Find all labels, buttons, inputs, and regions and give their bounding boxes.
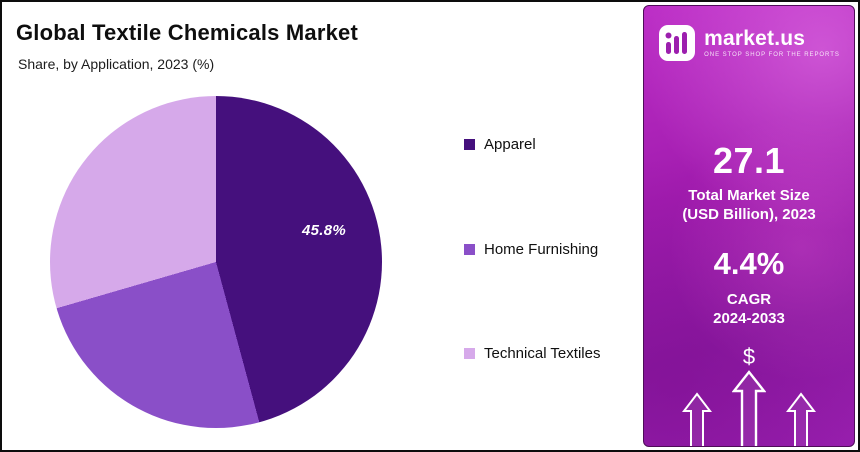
market-us-logo-icon: [659, 25, 696, 61]
brand-name: market.us: [704, 27, 806, 50]
legend-label: Home Furnishing: [484, 240, 599, 258]
up-arrow-icon: [732, 370, 766, 446]
market-size-label: Total Market Size (USD Billion), 2023: [644, 186, 854, 224]
cagr-label-line1: CAGR: [726, 291, 772, 308]
brand-logo: market.us ONE STOP SHOP FOR THE REPORTS: [644, 24, 854, 62]
market-size-value: 27.1: [712, 140, 786, 181]
growth-arrows: [644, 370, 854, 446]
chart-legend: Apparel Home Furnishing Technical Textil…: [464, 136, 600, 362]
legend-swatch: [464, 243, 475, 255]
chart-subtitle: Share, by Application, 2023 (%): [18, 56, 215, 72]
legend-item-apparel: Apparel: [464, 136, 600, 153]
legend-item-technical-textiles: Technical Textiles: [464, 345, 600, 362]
market-size-label-line1: Total Market Size: [688, 187, 810, 204]
brand-tagline: ONE STOP SHOP FOR THE REPORTS: [704, 52, 840, 58]
pie-chart: [50, 96, 382, 428]
legend-item-home-furnishing: Home Furnishing: [464, 241, 600, 258]
legend-swatch: [464, 139, 475, 150]
pie-slice-label: 45.8%: [302, 222, 347, 239]
cagr-value: 4.4%: [713, 246, 785, 281]
cagr-label-line2: 2024-2033: [713, 310, 785, 327]
dollar-icon: $: [742, 344, 756, 369]
cagr-label: CAGR 2024-2033: [644, 290, 854, 328]
legend-swatch: [464, 348, 475, 359]
market-size-label-line2: (USD Billion), 2023: [682, 206, 816, 223]
legend-label: Technical Textiles: [484, 345, 601, 362]
page-title: Global Textile Chemicals Market: [16, 20, 359, 45]
up-arrow-icon: [786, 392, 816, 446]
up-arrow-icon: [682, 392, 712, 446]
chart-panel: Global Textile Chemicals Market Share, b…: [2, 2, 639, 450]
brand-panel: market.us ONE STOP SHOP FOR THE REPORTS …: [643, 5, 855, 447]
brand-text-block: market.us ONE STOP SHOP FOR THE REPORTS: [704, 27, 840, 59]
legend-label: Apparel: [484, 136, 536, 153]
